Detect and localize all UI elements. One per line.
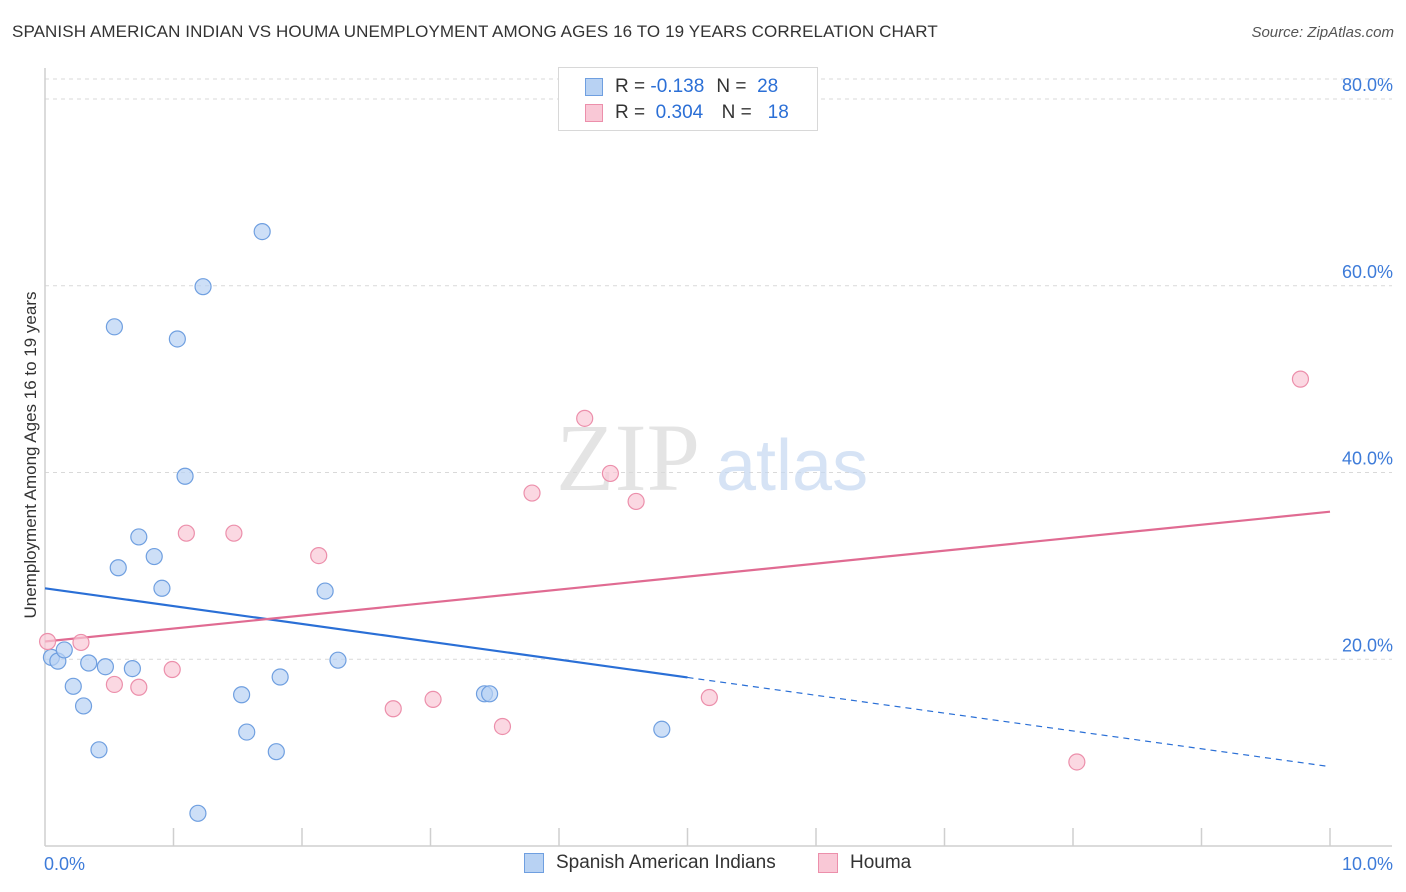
trend-line-extension (687, 676, 1331, 768)
pink-swatch (585, 104, 603, 122)
series-name: Houma (850, 852, 912, 873)
pink-swatch (818, 853, 838, 873)
data-point-spanish-american-indians (316, 582, 334, 600)
data-point-spanish-american-indians (194, 278, 212, 296)
data-point-spanish-american-indians (168, 330, 186, 348)
x-tick-label-max: 10.0% (1342, 854, 1393, 874)
data-point-houma (163, 660, 181, 679)
n-label: N = (721, 102, 752, 123)
n-value: 18 (767, 102, 789, 123)
data-point-houma (576, 409, 594, 427)
data-point-spanish-american-indians (189, 804, 207, 822)
data-point-houma (177, 524, 195, 542)
trend-line-spanish-american-indians (44, 587, 688, 679)
series-legend-spanish-american-indians: Spanish American Indians (524, 852, 776, 874)
legend-row-blue: R = -0.138 N = 28 (585, 75, 778, 99)
data-point-houma (384, 700, 402, 718)
data-point-houma (130, 678, 148, 696)
data-point-spanish-american-indians (109, 559, 127, 577)
data-point-houma (523, 484, 541, 502)
r-value: -0.138 (650, 76, 705, 97)
data-point-spanish-american-indians (105, 318, 123, 336)
x-tick-label-min: 0.0% (44, 854, 85, 874)
data-point-houma (310, 547, 328, 565)
data-point-spanish-american-indians (90, 741, 108, 759)
data-point-houma (72, 633, 90, 652)
data-point-spanish-american-indians (481, 685, 499, 703)
chart-source: Source: ZipAtlas.com (1251, 24, 1394, 41)
data-point-houma (1068, 753, 1086, 771)
watermark: ZIP atlas (556, 404, 868, 511)
tick-labels: 20.0% 40.0% 60.0% 80.0% 0.0% 10.0% (44, 75, 1393, 874)
r-label: R = (615, 76, 646, 97)
data-point-spanish-american-indians (74, 697, 93, 715)
data-point-houma (601, 464, 620, 483)
data-point-spanish-american-indians (329, 651, 347, 669)
data-point-spanish-american-indians (96, 658, 114, 676)
r-label: R = (615, 102, 646, 123)
data-point-houma (38, 632, 57, 651)
data-point-spanish-american-indians (80, 654, 98, 672)
grid-lines (45, 78, 1392, 660)
y-tick-label: 40.0% (1342, 449, 1393, 469)
data-point-spanish-american-indians (130, 528, 148, 546)
data-point-spanish-american-indians (238, 723, 256, 741)
data-point-spanish-american-indians (55, 641, 73, 659)
data-points (38, 222, 1310, 822)
y-tick-label: 60.0% (1342, 262, 1393, 282)
y-tick-label: 80.0% (1342, 75, 1393, 95)
data-point-houma (493, 717, 512, 736)
chart-title: SPANISH AMERICAN INDIAN VS HOUMA UNEMPLO… (12, 22, 938, 41)
data-point-spanish-american-indians (253, 222, 271, 241)
n-label: N = (716, 76, 747, 97)
data-point-houma (424, 690, 442, 709)
trend-lines (44, 510, 1331, 768)
data-point-spanish-american-indians (145, 547, 163, 566)
axes (44, 68, 1392, 847)
data-point-houma (627, 492, 645, 511)
data-point-spanish-american-indians (267, 743, 285, 761)
trend-line-houma (44, 510, 1331, 643)
r-value: 0.304 (655, 102, 704, 123)
data-point-houma (1291, 370, 1310, 388)
data-point-houma (700, 688, 718, 707)
series-name: Spanish American Indians (556, 852, 776, 873)
data-point-spanish-american-indians (233, 686, 251, 704)
data-point-spanish-american-indians (153, 579, 171, 597)
data-point-houma (225, 524, 243, 542)
blue-swatch (585, 78, 603, 96)
n-value: 28 (757, 76, 779, 97)
data-point-spanish-american-indians (64, 677, 82, 695)
blue-swatch (524, 853, 544, 873)
series-legend-houma: Houma (818, 852, 911, 874)
correlation-legend: R = -0.138 N = 28 R = 0.304 N = 18 (558, 67, 818, 131)
data-point-spanish-american-indians (271, 668, 289, 686)
legend-row-pink: R = 0.304 N = 18 (585, 101, 789, 125)
watermark-atlas: atlas (716, 426, 868, 506)
data-point-spanish-american-indians (123, 659, 141, 678)
y-tick-label: 20.0% (1342, 635, 1393, 655)
data-point-spanish-american-indians (653, 720, 671, 738)
data-point-houma (105, 675, 123, 694)
data-point-spanish-american-indians (176, 467, 194, 485)
y-axis-label: Unemployment Among Ages 16 to 19 years (21, 292, 40, 619)
